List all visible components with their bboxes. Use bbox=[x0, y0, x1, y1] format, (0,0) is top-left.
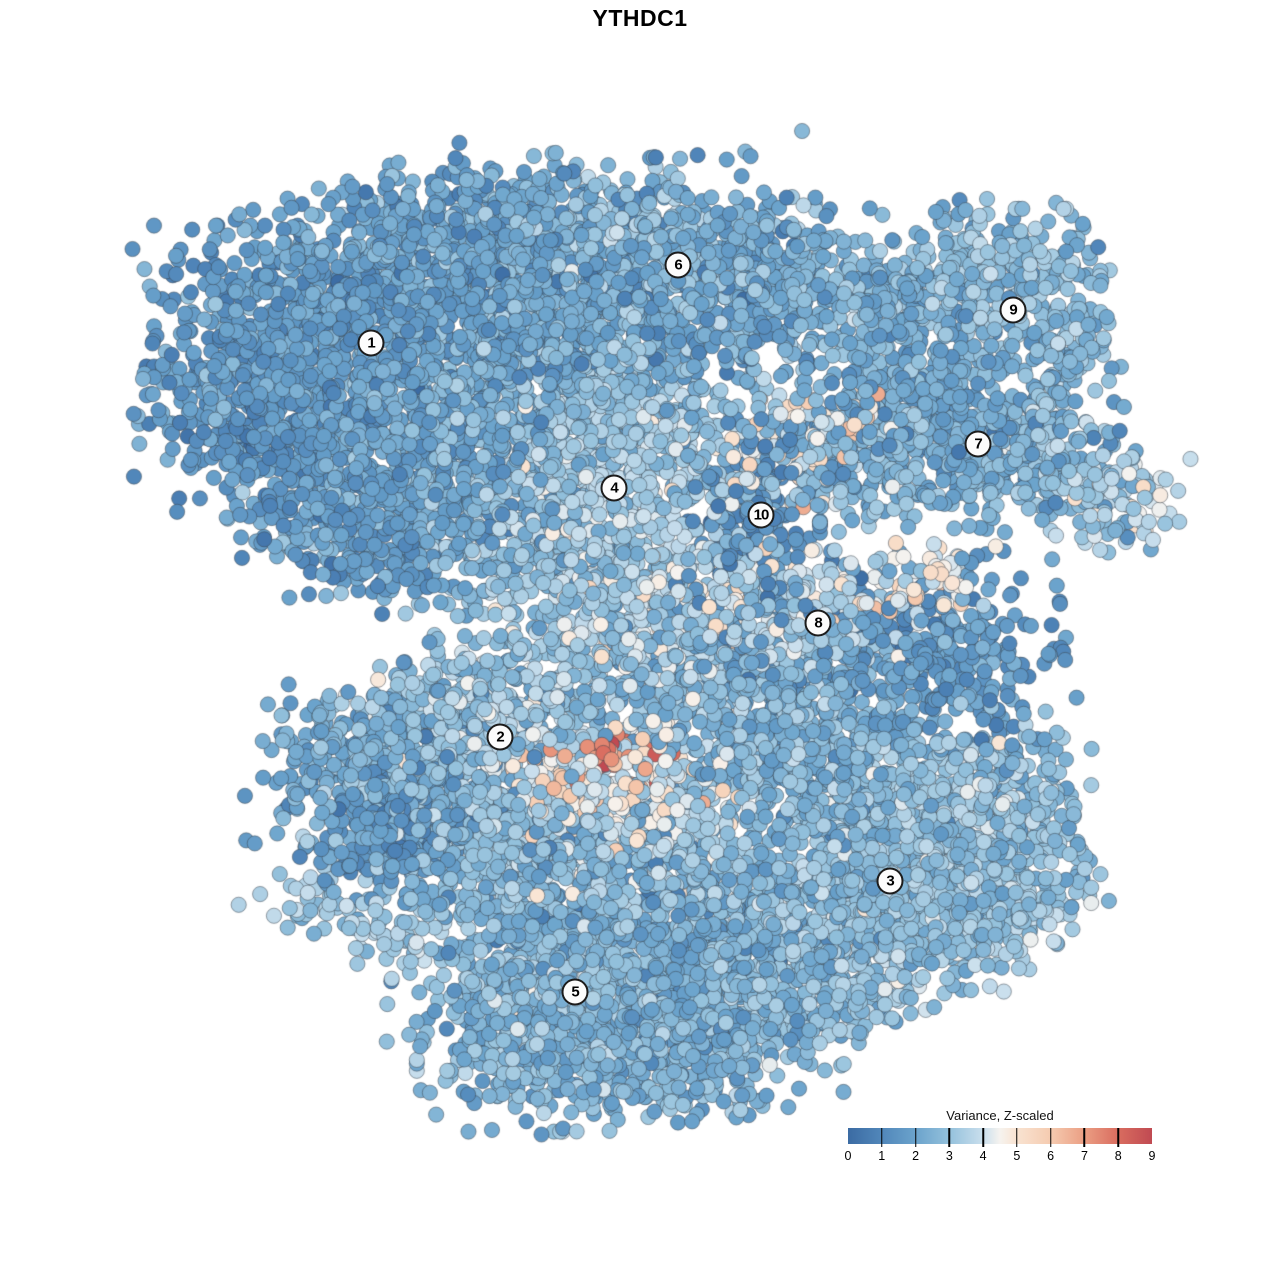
legend-title: Variance, Z-scaled bbox=[946, 1108, 1054, 1123]
colorbar-tick bbox=[914, 1128, 917, 1147]
colorbar-tick bbox=[982, 1128, 984, 1147]
colorbar-legend: Variance, Z-scaled 0 1 2 3 4 5 6 7 8 9 bbox=[844, 1108, 1156, 1165]
colorbar-tick bbox=[948, 1128, 951, 1147]
colorbar-tick-label: 7 bbox=[1080, 1149, 1088, 1163]
colorbar-tick-label: 9 bbox=[1148, 1149, 1156, 1163]
colorbar-tick-label: 6 bbox=[1047, 1149, 1055, 1163]
colorbar-tick bbox=[1016, 1128, 1018, 1147]
colorbar-tick bbox=[1083, 1128, 1086, 1147]
colorbar-tick-label: 4 bbox=[979, 1149, 987, 1163]
colorbar-tick bbox=[1049, 1128, 1052, 1147]
colorbar-tick bbox=[881, 1128, 883, 1147]
colorbar-tick-label: 2 bbox=[912, 1149, 920, 1163]
colorbar-tick-label: 1 bbox=[878, 1149, 886, 1163]
colorbar-tick-label: 3 bbox=[945, 1149, 953, 1163]
colorbar-tick-label: 0 bbox=[844, 1149, 852, 1163]
colorbar-tick-labels: 0 1 2 3 4 5 6 7 8 9 bbox=[844, 1149, 1156, 1165]
colorbar bbox=[848, 1128, 1152, 1147]
colorbar-tick bbox=[1117, 1128, 1119, 1147]
colorbar-tick-label: 5 bbox=[1013, 1149, 1021, 1163]
colorbar-tick-label: 8 bbox=[1114, 1149, 1122, 1163]
